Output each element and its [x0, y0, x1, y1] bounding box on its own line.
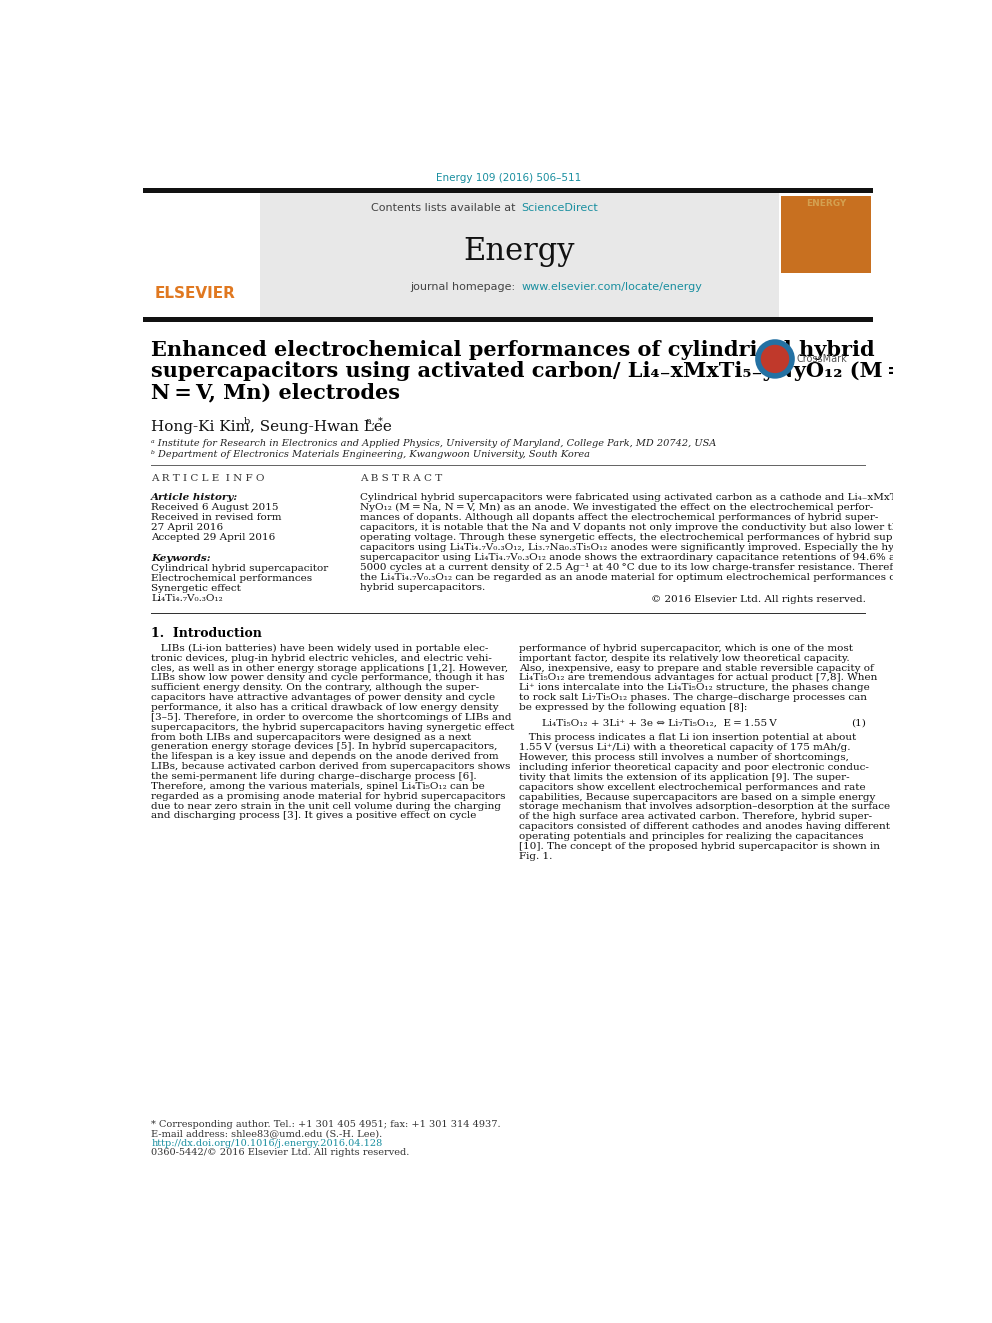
Text: (1): (1): [851, 718, 866, 728]
Text: important factor, despite its relatively low theoretical capacity.: important factor, despite its relatively…: [519, 654, 850, 663]
Text: Hong-Ki Kim: Hong-Ki Kim: [151, 419, 250, 434]
Text: capacitors show excellent electrochemical performances and rate: capacitors show excellent electrochemica…: [519, 783, 866, 791]
Text: supercapacitors, the hybrid supercapacitors having synergetic effect: supercapacitors, the hybrid supercapacit…: [151, 722, 515, 732]
Text: supercapacitor using Li₄Ti₄.₇V₀.₃O₁₂ anode shows the extraordinary capacitance r: supercapacitor using Li₄Ti₄.₇V₀.₃O₁₂ ano…: [360, 553, 915, 562]
Bar: [144, 193, 260, 316]
Text: ScienceDirect: ScienceDirect: [522, 204, 598, 213]
Text: operating potentials and principles for realizing the capacitances: operating potentials and principles for …: [519, 832, 864, 841]
Text: from both LIBs and supercapacitors were designed as a next: from both LIBs and supercapacitors were …: [151, 733, 471, 742]
Bar: [782, 196, 871, 273]
Text: Also, inexpensive, easy to prepare and stable reversible capacity of: Also, inexpensive, easy to prepare and s…: [519, 664, 874, 672]
Text: journal homepage:: journal homepage:: [411, 282, 519, 292]
Text: 0360-5442/© 2016 Elsevier Ltd. All rights reserved.: 0360-5442/© 2016 Elsevier Ltd. All right…: [151, 1148, 410, 1158]
Text: Accepted 29 April 2016: Accepted 29 April 2016: [151, 533, 276, 542]
Text: due to near zero strain in the unit cell volume during the charging: due to near zero strain in the unit cell…: [151, 802, 501, 811]
Text: LIBs show low power density and cycle performance, though it has: LIBs show low power density and cycle pe…: [151, 673, 505, 683]
Text: NyO₁₂ (M = Na, N = V, Mn) as an anode. We investigated the effect on the electro: NyO₁₂ (M = Na, N = V, Mn) as an anode. W…: [360, 503, 874, 512]
Text: 1.55 V (versus Li⁺/Li) with a theoretical capacity of 175 mAh/g.: 1.55 V (versus Li⁺/Li) with a theoretica…: [519, 744, 851, 753]
Text: performance, it also has a critical drawback of low energy density: performance, it also has a critical draw…: [151, 703, 499, 712]
Text: operating voltage. Through these synergetic effects, the electrochemical perform: operating voltage. Through these synerge…: [360, 533, 908, 542]
Text: supercapacitors using activated carbon/ Li₄₋xMxTi₅₋yNyO₁₂ (M = Na,: supercapacitors using activated carbon/ …: [151, 361, 948, 381]
Text: 27 April 2016: 27 April 2016: [151, 523, 223, 532]
Text: to rock salt Li₇Ti₅O₁₂ phases. The charge–discharge processes can: to rock salt Li₇Ti₅O₁₂ phases. The charg…: [519, 693, 867, 703]
Text: CrossMark: CrossMark: [797, 353, 847, 364]
Text: capacitors have attractive advantages of power density and cycle: capacitors have attractive advantages of…: [151, 693, 495, 703]
Text: Li⁺ ions intercalate into the Li₄Ti₅O₁₂ structure, the phases change: Li⁺ ions intercalate into the Li₄Ti₅O₁₂ …: [519, 683, 870, 692]
Text: Contents lists available at: Contents lists available at: [371, 204, 519, 213]
Text: capacitors using Li₄Ti₄.₇V₀.₃O₁₂, Li₃.₇Na₀.₃Ti₅O₁₂ anodes were significantly imp: capacitors using Li₄Ti₄.₇V₀.₃O₁₂, Li₃.₇N…: [360, 542, 916, 552]
Text: sufficient energy density. On the contrary, although the super-: sufficient energy density. On the contra…: [151, 683, 479, 692]
Text: and discharging process [3]. It gives a positive effect on cycle: and discharging process [3]. It gives a …: [151, 811, 476, 820]
Text: hybrid supercapacitors.: hybrid supercapacitors.: [360, 583, 486, 591]
Text: Synergetic effect: Synergetic effect: [151, 583, 241, 593]
Bar: [260, 193, 779, 316]
Text: , Seung-Hwan Lee: , Seung-Hwan Lee: [250, 419, 392, 434]
Text: www.elsevier.com/locate/energy: www.elsevier.com/locate/energy: [522, 282, 702, 292]
Text: capabilities, Because supercapacitors are based on a simple energy: capabilities, Because supercapacitors ar…: [519, 792, 876, 802]
Text: capacitors consisted of different cathodes and anodes having different: capacitors consisted of different cathod…: [519, 822, 890, 831]
Text: Keywords:: Keywords:: [151, 554, 210, 562]
Text: tronic devices, plug-in hybrid electric vehicles, and electric vehi-: tronic devices, plug-in hybrid electric …: [151, 654, 492, 663]
Text: a, *: a, *: [366, 417, 383, 426]
Text: This process indicates a flat Li ion insertion potential at about: This process indicates a flat Li ion ins…: [519, 733, 856, 742]
Text: E-mail address: shlee83@umd.edu (S.-H. Lee).: E-mail address: shlee83@umd.edu (S.-H. L…: [151, 1130, 382, 1139]
Text: Electrochemical performances: Electrochemical performances: [151, 574, 312, 583]
Text: b: b: [244, 417, 250, 426]
Text: mances of dopants. Although all dopants affect the electrochemical performances : mances of dopants. Although all dopants …: [360, 513, 879, 523]
Text: Fig. 1.: Fig. 1.: [519, 852, 553, 861]
Text: A B S T R A C T: A B S T R A C T: [360, 475, 442, 483]
Text: ᵇ Department of Electronics Materials Engineering, Kwangwoon University, South K: ᵇ Department of Electronics Materials En…: [151, 450, 590, 459]
Text: performance of hybrid supercapacitor, which is one of the most: performance of hybrid supercapacitor, wh…: [519, 644, 853, 652]
Text: N = V, Mn) electrodes: N = V, Mn) electrodes: [151, 382, 400, 402]
Circle shape: [758, 343, 792, 376]
Text: regarded as a promising anode material for hybrid supercapacitors: regarded as a promising anode material f…: [151, 791, 506, 800]
Text: of the high surface area activated carbon. Therefore, hybrid super-: of the high surface area activated carbo…: [519, 812, 872, 822]
Text: Cylindrical hybrid supercapacitors were fabricated using activated carbon as a c: Cylindrical hybrid supercapacitors were …: [360, 493, 916, 501]
Text: © 2016 Elsevier Ltd. All rights reserved.: © 2016 Elsevier Ltd. All rights reserved…: [651, 594, 866, 603]
Text: Li₄Ti₄.₇V₀.₃O₁₂: Li₄Ti₄.₇V₀.₃O₁₂: [151, 594, 223, 603]
Text: [3–5]. Therefore, in order to overcome the shortcomings of LIBs and: [3–5]. Therefore, in order to overcome t…: [151, 713, 512, 722]
Text: * Corresponding author. Tel.: +1 301 405 4951; fax: +1 301 314 4937.: * Corresponding author. Tel.: +1 301 405…: [151, 1121, 501, 1130]
Text: the Li₄Ti₄.₇V₀.₃O₁₂ can be regarded as an anode material for optimum electrochem: the Li₄Ti₄.₇V₀.₃O₁₂ can be regarded as a…: [360, 573, 900, 582]
Text: A R T I C L E  I N F O: A R T I C L E I N F O: [151, 475, 265, 483]
Text: the lifespan is a key issue and depends on the anode derived from: the lifespan is a key issue and depends …: [151, 753, 499, 761]
Text: Li₄Ti₅O₁₂ + 3Li⁺ + 3e ⇔ Li₇Ti₅O₁₂,  E = 1.55 V: Li₄Ti₅O₁₂ + 3Li⁺ + 3e ⇔ Li₇Ti₅O₁₂, E = 1…: [543, 718, 778, 728]
Bar: [144, 188, 873, 193]
Bar: [779, 193, 873, 316]
Text: generation energy storage devices [5]. In hybrid supercapacitors,: generation energy storage devices [5]. I…: [151, 742, 498, 751]
Text: 5000 cycles at a current density of 2.5 Ag⁻¹ at 40 °C due to its low charge-tran: 5000 cycles at a current density of 2.5 …: [360, 564, 914, 572]
Text: LIBs (Li-ion batteries) have been widely used in portable elec-: LIBs (Li-ion batteries) have been widely…: [151, 644, 488, 654]
Text: Energy 109 (2016) 506–511: Energy 109 (2016) 506–511: [435, 172, 581, 183]
Text: including inferior theoretical capacity and poor electronic conduc-: including inferior theoretical capacity …: [519, 763, 869, 773]
Text: http://dx.doi.org/10.1016/j.energy.2016.04.128: http://dx.doi.org/10.1016/j.energy.2016.…: [151, 1139, 382, 1148]
Text: 1.  Introduction: 1. Introduction: [151, 627, 262, 640]
Text: ᵃ Institute for Research in Electronics and Applied Physics, University of Maryl: ᵃ Institute for Research in Electronics …: [151, 439, 716, 448]
Bar: [144, 316, 873, 321]
Text: tivity that limits the extension of its application [9]. The super-: tivity that limits the extension of its …: [519, 773, 850, 782]
Text: Enhanced electrochemical performances of cylindrical hybrid: Enhanced electrochemical performances of…: [151, 340, 875, 360]
Text: the semi-permanent life during charge–discharge process [6].: the semi-permanent life during charge–di…: [151, 773, 477, 781]
Text: capacitors, it is notable that the Na and V dopants not only improve the conduct: capacitors, it is notable that the Na an…: [360, 523, 905, 532]
Text: Energy: Energy: [463, 235, 575, 267]
Text: ENERGY: ENERGY: [806, 198, 846, 208]
Text: [10]. The concept of the proposed hybrid supercapacitor is shown in: [10]. The concept of the proposed hybrid…: [519, 841, 880, 851]
Text: However, this process still involves a number of shortcomings,: However, this process still involves a n…: [519, 753, 849, 762]
Text: Article history:: Article history:: [151, 493, 238, 501]
Text: LIBs, because activated carbon derived from supercapacitors shows: LIBs, because activated carbon derived f…: [151, 762, 511, 771]
Text: cles, as well as in other energy storage applications [1,2]. However,: cles, as well as in other energy storage…: [151, 664, 508, 672]
Text: ELSEVIER: ELSEVIER: [155, 286, 236, 300]
Text: be expressed by the following equation [8]:: be expressed by the following equation […: [519, 703, 748, 712]
Text: Li₄Ti₅O₁₂ are tremendous advantages for actual product [7,8]. When: Li₄Ti₅O₁₂ are tremendous advantages for …: [519, 673, 878, 683]
Text: storage mechanism that involves adsorption–desorption at the surface: storage mechanism that involves adsorpti…: [519, 803, 891, 811]
Text: Received in revised form: Received in revised form: [151, 513, 282, 523]
Text: Received 6 August 2015: Received 6 August 2015: [151, 503, 279, 512]
Text: Cylindrical hybrid supercapacitor: Cylindrical hybrid supercapacitor: [151, 564, 328, 573]
Text: Therefore, among the various materials, spinel Li₄Ti₅O₁₂ can be: Therefore, among the various materials, …: [151, 782, 485, 791]
